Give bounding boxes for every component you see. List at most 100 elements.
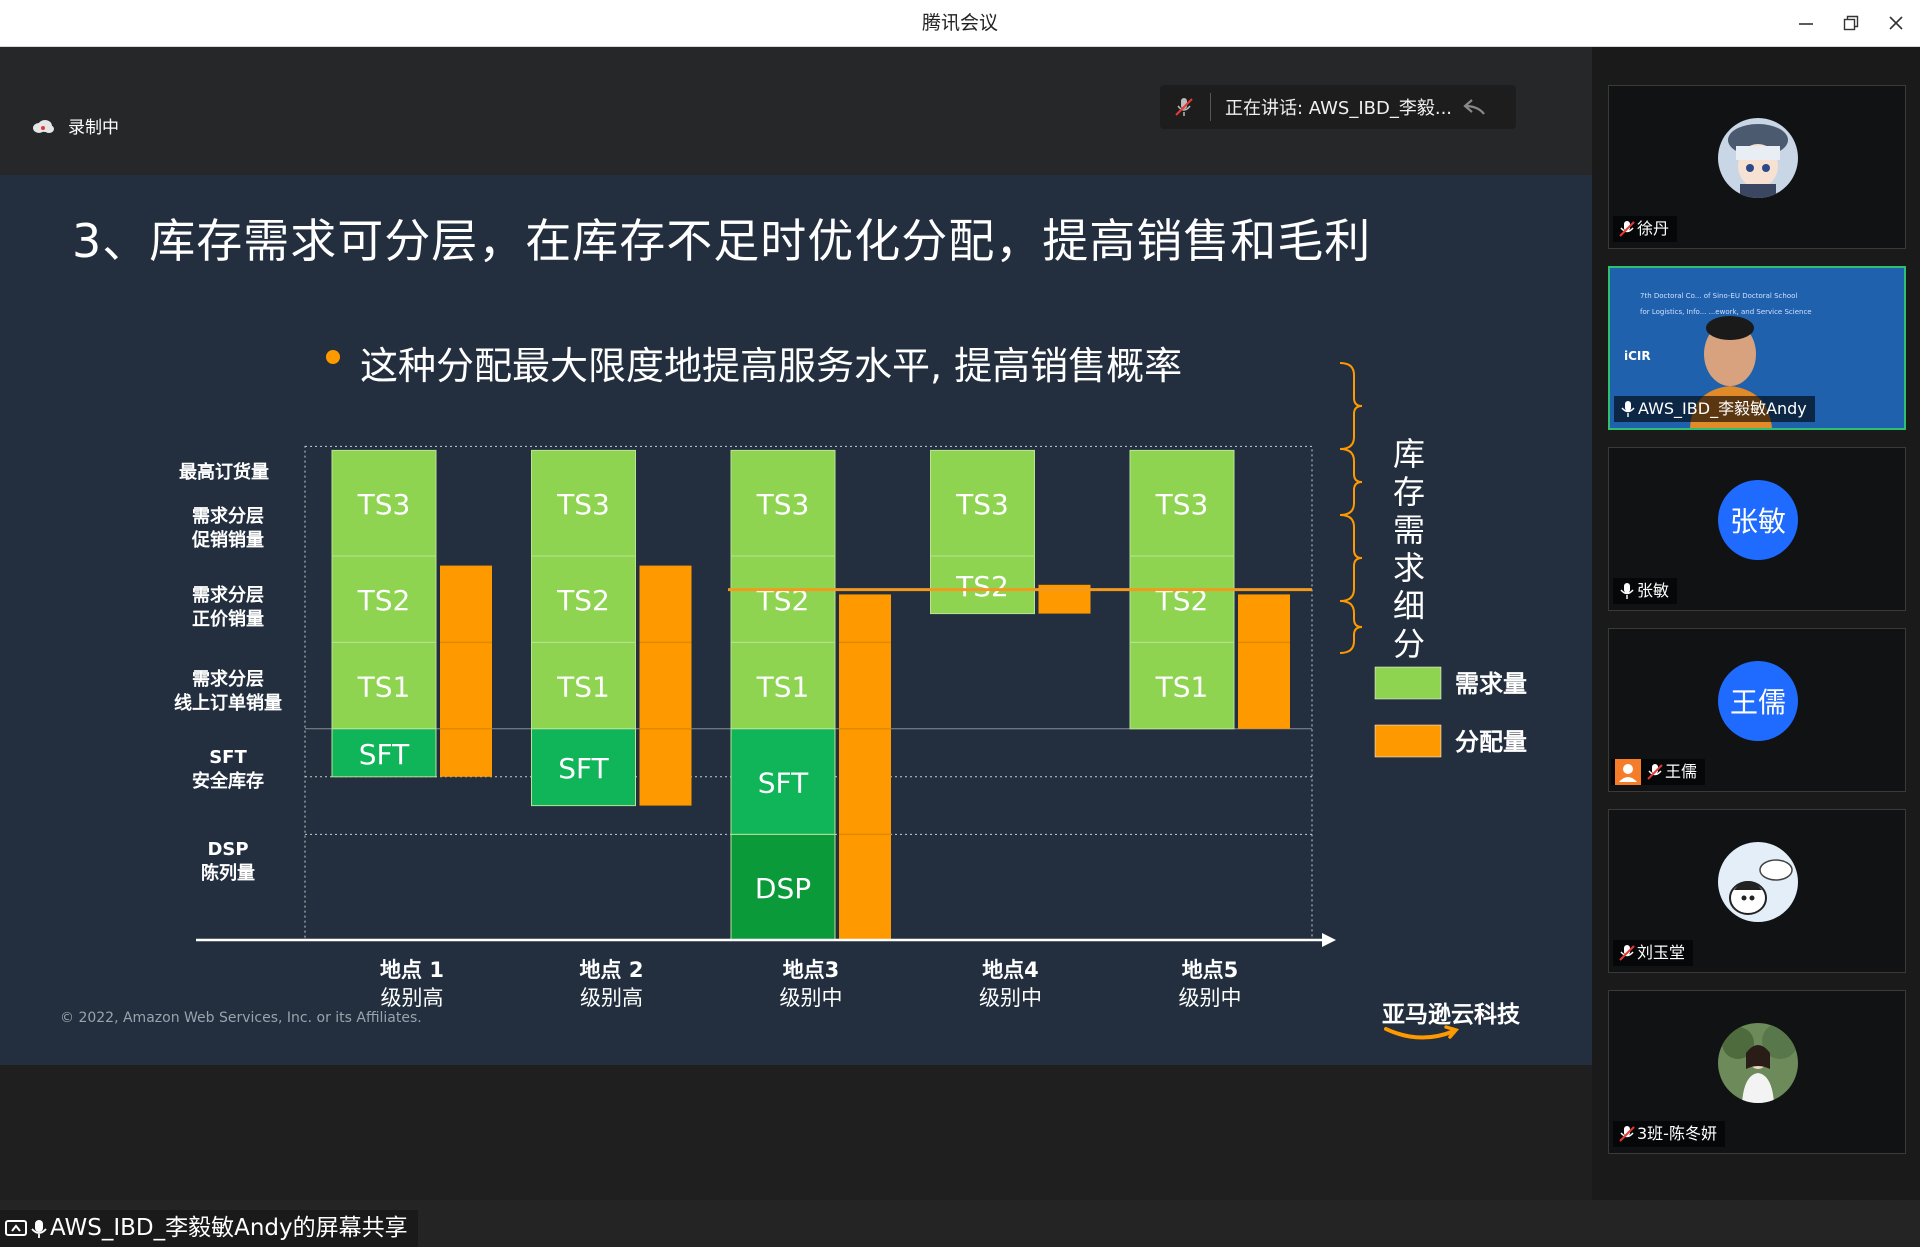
avatar: 张敏 (1718, 480, 1798, 560)
mic-icon (1620, 583, 1634, 599)
video-slide-logo: iCIR (1624, 349, 1651, 363)
participant-name: AWS_IBD_李毅敏Andy (1614, 396, 1815, 422)
mic-muted-icon (1647, 764, 1663, 780)
demand-bar (930, 555, 1035, 615)
participant-name-text: 3班-陈冬妍 (1637, 1124, 1717, 1143)
row-label-line2: 安全库存 (192, 770, 264, 792)
location-level-label: 级别中 (1179, 986, 1242, 1010)
photo-avatar (1718, 1023, 1798, 1103)
share-top-bar: 录制中 正在讲话: AWS_IBD_李毅... (0, 47, 1592, 175)
speaking-text: 正在讲话: AWS_IBD_李毅... (1225, 98, 1453, 119)
window-titlebar: 腾讯会议 (0, 0, 1920, 47)
legend-swatch (1374, 666, 1442, 700)
bullet-dot-icon (326, 349, 340, 364)
location-label: 地点4 (982, 958, 1039, 982)
participant-name-text: 张敏 (1637, 581, 1670, 600)
brace-label-char: 需 (1393, 511, 1425, 549)
demand-bar-label: TS3 (556, 488, 610, 521)
allocation-bar (440, 565, 492, 777)
location-label: 地点3 (783, 958, 840, 982)
row-label-line1: 需求分层 (192, 668, 264, 690)
brace-label-char: 细 (1393, 587, 1425, 625)
participant-tile[interactable]: 刘玉堂 (1608, 809, 1906, 973)
demand-bar-label: TS1 (556, 671, 610, 704)
participant-tile[interactable]: 王儒 王儒 (1608, 628, 1906, 792)
demand-bar-label: TS3 (1155, 488, 1209, 521)
minimize-icon (1799, 23, 1813, 25)
participant-name-text: 王儒 (1665, 762, 1698, 781)
allocation-bar (639, 565, 692, 806)
anime-avatar-icon (1718, 118, 1798, 198)
allocation-chart: 最高订货量需求分层促销销量需求分层正价销量需求分层线上订单销量SFT安全库存DS… (174, 362, 1527, 1010)
recording-indicator[interactable]: 录制中 (32, 113, 119, 138)
mic-muted-icon (1619, 221, 1635, 237)
legend-label: 分配量 (1455, 728, 1527, 756)
demand-bar (531, 555, 636, 643)
close-icon (1889, 16, 1903, 30)
screen-share-text: AWS_IBD_李毅敏Andy的屏幕共享 (50, 1215, 408, 1241)
demand-bar-label: TS1 (756, 671, 810, 704)
mic-muted-icon (1175, 98, 1193, 116)
participant-tile[interactable]: 3班-陈冬妍 (1608, 990, 1906, 1154)
demand-bar (331, 555, 437, 643)
participant-tile-active[interactable]: 7th Doctoral Co... of Sino-EU Doctoral S… (1608, 266, 1906, 430)
location-label: 地点 1 (380, 958, 444, 982)
brace-label-char: 分 (1393, 625, 1425, 663)
location-level-label: 级别高 (580, 986, 643, 1010)
demand-bar-label: TS3 (955, 488, 1009, 521)
location-label: 地点 2 (580, 958, 644, 982)
demand-bar (1129, 449, 1235, 557)
row-label-line1: 需求分层 (192, 505, 264, 527)
participant-tile[interactable]: 徐丹 (1608, 85, 1906, 249)
demand-bar (331, 641, 437, 730)
participant-name: 刘玉堂 (1613, 940, 1694, 966)
cartoon-avatar-icon (1718, 842, 1798, 922)
row-label-line1: 最高订货量 (179, 461, 269, 483)
aws-smile-icon (1384, 1025, 1460, 1040)
participant-tile[interactable]: 张敏 张敏 (1608, 447, 1906, 611)
allocation-bar (1238, 594, 1290, 729)
demand-bar (1129, 555, 1235, 643)
location-level-label: 级别中 (780, 986, 843, 1010)
curly-brace-icon (1339, 514, 1363, 602)
screen-share-label: AWS_IBD_李毅敏Andy的屏幕共享 (0, 1210, 418, 1247)
demand-bar-label: TS1 (357, 671, 411, 704)
bullet-text: 这种分配最大限度地提高服务水平, 提高销售概率 (360, 344, 1183, 388)
demand-bar (730, 728, 836, 835)
avatar: 王儒 (1718, 661, 1798, 741)
row-label-line2: 陈列量 (201, 862, 255, 884)
mic-icon (31, 1219, 47, 1238)
window-title: 腾讯会议 (921, 12, 998, 34)
x-axis-arrow-icon (1322, 933, 1336, 947)
legend-label: 需求量 (1455, 670, 1527, 698)
demand-bar-label: TS2 (955, 570, 1009, 603)
demand-bar-label: SFT (359, 738, 410, 771)
demand-bar-label: TS3 (357, 488, 411, 521)
demand-bar-label: DSP (755, 872, 811, 905)
separator (1210, 93, 1211, 121)
demand-bar (730, 555, 836, 643)
restore-button[interactable] (1834, 8, 1868, 38)
close-button[interactable] (1879, 8, 1913, 38)
mic-muted-icon (1619, 1126, 1635, 1142)
brace-label-char: 存 (1393, 473, 1425, 511)
minimize-button[interactable] (1789, 8, 1823, 38)
video-slide-line-2: for Logistics, Info... ...ework, and Ser… (1640, 308, 1812, 316)
legend-swatch (1374, 724, 1442, 758)
demand-bar (730, 641, 836, 730)
demand-bar-label: SFT (558, 752, 609, 785)
restore-icon (1843, 15, 1859, 31)
slide-title: 3、库存需求可分层，在库存不足时优化分配，提高销售和毛利 (72, 214, 1372, 268)
back-arrow-icon[interactable] (1462, 96, 1488, 118)
row-label-line1: DSP (207, 839, 248, 860)
aws-logo-text: 亚马逊云科技 (1382, 1002, 1520, 1028)
presentation-slide: 3、库存需求可分层，在库存不足时优化分配，提高销售和毛利 这种分配最大限度地提高… (0, 175, 1592, 1065)
brace-label-char: 库 (1393, 435, 1425, 473)
anime-avatar (1718, 118, 1798, 198)
demand-bar (930, 449, 1035, 557)
curly-brace-icon (1339, 362, 1363, 450)
row-label-line2: 正价销量 (192, 608, 264, 630)
demand-bar (531, 641, 636, 730)
allocation-bar (839, 594, 891, 940)
shared-screen: 录制中 正在讲话: AWS_IBD_李毅... 3、库存需求可分层，在库存不足时… (0, 47, 1592, 1247)
